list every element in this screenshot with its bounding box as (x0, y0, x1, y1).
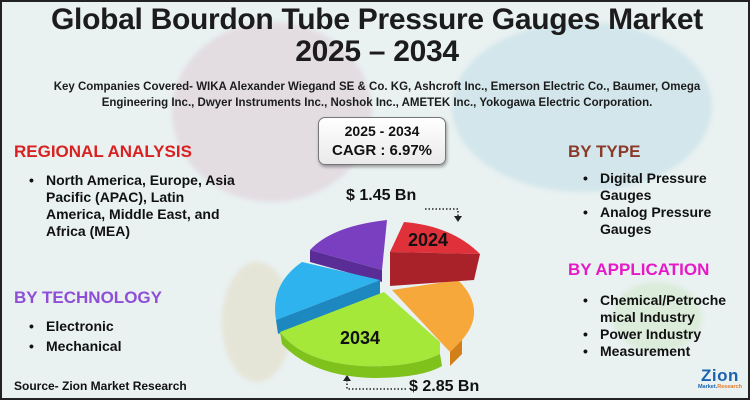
source-note: Source- Zion Market Research (14, 379, 187, 393)
companies-line-1: Key Companies Covered- WIKA Alexander Wi… (53, 81, 701, 93)
companies-line-2: Engineering Inc., Dwyer Instruments Inc.… (101, 97, 653, 109)
leader-2034 (346, 380, 407, 390)
leader-2024 (425, 208, 459, 218)
technology-list: Electronic Mechanical (26, 316, 226, 356)
regional-list: North America, Europe, Asia Pacific (APA… (26, 172, 236, 240)
pie-slice-purple (310, 220, 387, 270)
application-item: Chemical/Petrochemical Industry (580, 292, 730, 326)
title-line-2: 2025 – 2034 (295, 35, 459, 68)
zion-logo: Zion Market.Research (693, 366, 747, 391)
slice-label-2034: 2034 (340, 328, 380, 348)
type-heading: BY TYPE (568, 142, 641, 161)
pie-slice-orange (392, 280, 475, 352)
cagr-box: 2025 - 2034 CAGR : 6.97% (318, 117, 446, 165)
pie-slice-green (280, 292, 440, 367)
arrow-down-icon (454, 216, 462, 222)
logo-subtitle: Market.Research (697, 384, 743, 390)
regional-heading: REGIONAL ANALYSIS (14, 142, 192, 161)
technology-heading: BY TECHNOLOGY (14, 288, 162, 307)
type-item: Digital Pressure Gauges (580, 170, 740, 204)
pie-slice-blue (275, 262, 380, 320)
cagr-value: CAGR : 6.97% (331, 142, 433, 159)
technology-item: Electronic (26, 316, 226, 336)
map-backdrop-asia (452, 22, 712, 192)
type-list: Digital Pressure Gauges Analog Pressure … (580, 170, 740, 238)
pie-chart: 2024 2034 (275, 208, 480, 390)
application-item: Measurement (580, 343, 730, 360)
application-item: Power Industry (580, 326, 730, 343)
arrow-up-icon (343, 375, 351, 381)
application-list: Chemical/Petrochemical Industry Power In… (580, 292, 730, 360)
type-item: Analog Pressure Gauges (580, 204, 740, 238)
value-2034-label: $ 2.85 Bn (409, 378, 480, 395)
logo-wordmark: Zion (701, 366, 739, 385)
title-line-1: Global Bourdon Tube Pressure Gauges Mark… (51, 3, 703, 36)
technology-item: Mechanical (26, 336, 226, 356)
key-companies: Key Companies Covered- WIKA Alexander Wi… (22, 79, 732, 111)
slice-label-2024: 2024 (408, 230, 448, 250)
pie-slice-red (390, 222, 480, 254)
page-title: Global Bourdon Tube Pressure Gauges Mark… (2, 3, 748, 68)
value-2024-label: $ 1.45 Bn (346, 187, 417, 204)
application-heading: BY APPLICATION (568, 260, 710, 279)
regional-item: North America, Europe, Asia Pacific (APA… (26, 172, 236, 240)
cagr-period: 2025 - 2034 (344, 123, 420, 139)
